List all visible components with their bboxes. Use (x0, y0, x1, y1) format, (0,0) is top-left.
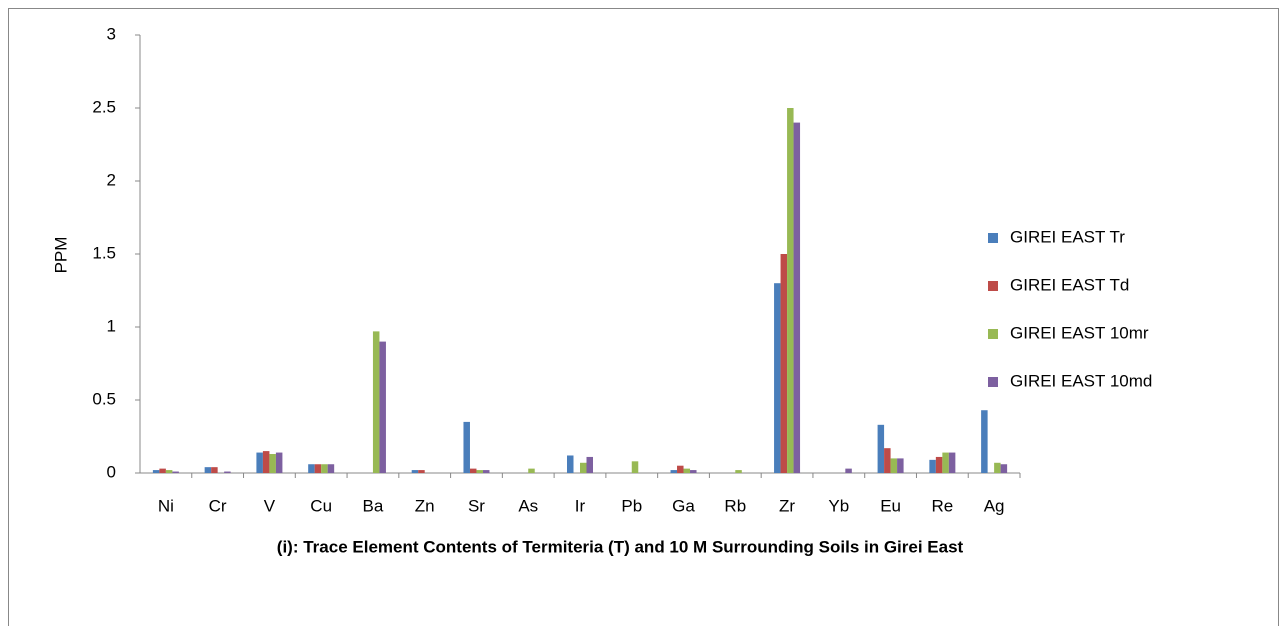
bar (172, 471, 179, 473)
bar (897, 458, 904, 473)
bar (780, 254, 788, 473)
bar (670, 470, 678, 473)
y-tick-label: 2.5 (92, 97, 116, 116)
legend-swatch (988, 233, 998, 243)
bar (567, 455, 574, 473)
bar (948, 452, 956, 473)
x-tick-label: Re (931, 496, 953, 515)
bar (275, 452, 283, 473)
x-tick-label: Sr (468, 496, 485, 515)
y-axis-label: PPM (51, 237, 70, 274)
x-tick-label: Ag (984, 496, 1005, 515)
bar (528, 468, 535, 473)
legend-label: GIREI EAST 10md (1010, 371, 1152, 390)
bar (981, 410, 988, 473)
bar (262, 451, 270, 473)
legend-label: GIREI EAST Tr (1010, 227, 1125, 246)
legend-swatch (988, 377, 998, 387)
bar (994, 462, 1001, 473)
y-tick-label: 0 (107, 462, 116, 481)
bar (935, 456, 943, 473)
x-tick-label: Ir (575, 496, 586, 515)
x-tick-label: Cr (209, 496, 227, 515)
bar (211, 467, 218, 473)
bar (1000, 464, 1008, 473)
y-tick-label: 0.5 (92, 389, 116, 408)
bar (929, 459, 936, 473)
bar (308, 464, 315, 473)
bar (482, 470, 490, 473)
chart-title: (i): Trace Element Contents of Termiteri… (277, 537, 964, 556)
x-tick-label: Yb (828, 496, 849, 515)
bar (314, 464, 322, 473)
chart-border (8, 8, 1279, 626)
x-tick-label: Ni (158, 496, 174, 515)
bar (631, 461, 639, 473)
x-tick-label: Ga (672, 496, 695, 515)
legend-swatch (988, 281, 998, 291)
bar (877, 424, 885, 473)
bar (152, 470, 160, 473)
bar (204, 467, 212, 473)
bar (677, 465, 684, 473)
x-tick-label: Cu (310, 496, 332, 515)
bar (469, 468, 477, 473)
bar (774, 283, 781, 473)
bar (735, 470, 742, 473)
x-tick-label: Zn (415, 496, 435, 515)
bar (890, 458, 898, 473)
bar (463, 421, 470, 473)
bar (580, 462, 587, 473)
x-tick-label: Zr (779, 496, 795, 515)
bar (224, 471, 231, 473)
bar (683, 468, 691, 473)
bar (845, 468, 852, 473)
bar (372, 331, 380, 473)
bar (942, 452, 949, 473)
bar (256, 452, 263, 473)
x-tick-label: Rb (724, 496, 746, 515)
bar (269, 454, 276, 473)
bar (476, 470, 483, 473)
bar (690, 470, 697, 473)
bar (327, 464, 335, 473)
bar (418, 470, 425, 473)
bar (787, 108, 794, 473)
bar (884, 448, 891, 473)
x-tick-label: V (264, 496, 276, 515)
y-tick-label: 2 (107, 170, 116, 189)
legend-swatch (988, 329, 998, 339)
legend-label: GIREI EAST 10mr (1010, 323, 1149, 342)
bar (165, 470, 173, 473)
legend-label: GIREI EAST Td (1010, 275, 1129, 294)
bar (379, 341, 386, 473)
bar (321, 464, 328, 473)
bar (159, 468, 166, 473)
x-tick-label: As (518, 496, 538, 515)
y-tick-label: 1 (107, 316, 116, 335)
bar (793, 122, 801, 473)
bar (586, 456, 593, 473)
y-tick-label: 3 (107, 24, 116, 43)
x-tick-label: Ba (363, 496, 384, 515)
x-tick-label: Eu (880, 496, 901, 515)
x-tick-label: Pb (621, 496, 642, 515)
bar (411, 470, 419, 473)
y-tick-label: 1.5 (92, 243, 116, 262)
